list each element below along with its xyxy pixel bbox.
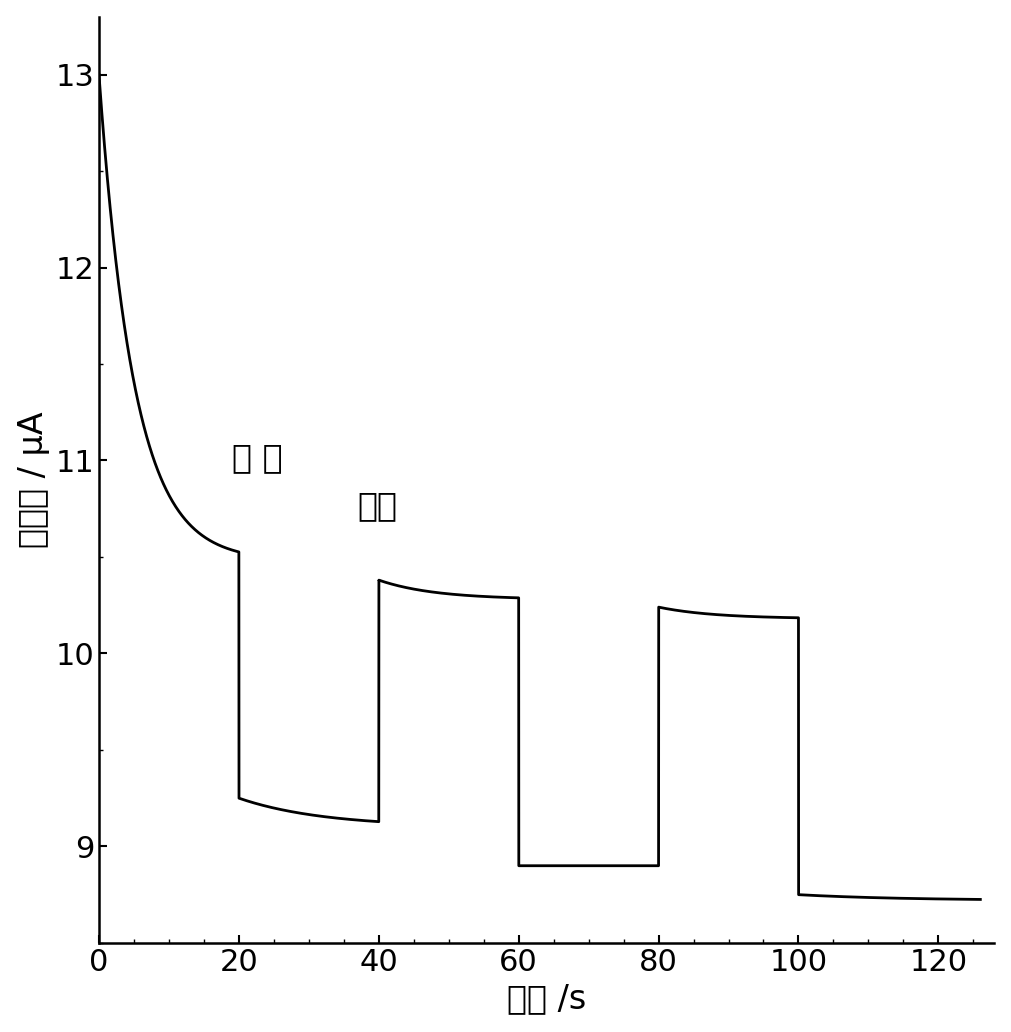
Y-axis label: 光电流 / μA: 光电流 / μA <box>16 412 50 548</box>
X-axis label: 时间 /s: 时间 /s <box>508 982 586 1015</box>
Text: 避 光: 避 光 <box>232 441 282 474</box>
Text: 光照: 光照 <box>358 489 397 522</box>
